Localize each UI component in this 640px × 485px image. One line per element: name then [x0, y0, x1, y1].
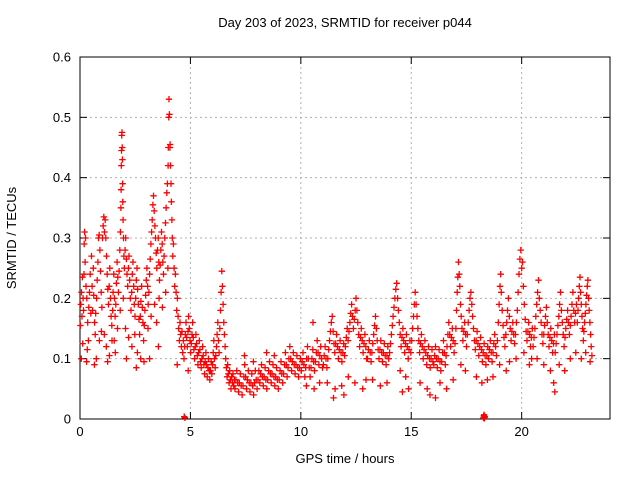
- y-tick-label: 0.6: [53, 50, 71, 65]
- y-tick-label: 0.4: [53, 170, 71, 185]
- x-tick-label: 10: [294, 424, 308, 439]
- x-tick-label: 5: [187, 424, 194, 439]
- y-axis-label: SRMTID / TECUs: [4, 186, 19, 289]
- y-tick-label: 0.2: [53, 291, 71, 306]
- x-tick-label: 20: [514, 424, 528, 439]
- y-tick-label: 0.3: [53, 231, 71, 246]
- x-axis-label: GPS time / hours: [296, 451, 395, 466]
- tick-labels: 0 5 10 15 20 0 0.1 0.2 0.3 0.4 0.5 0.6: [53, 50, 529, 440]
- chart-title: Day 203 of 2023, SRMTID for receiver p04…: [218, 15, 472, 30]
- x-tick-label: 0: [76, 424, 83, 439]
- y-tick-label: 0.5: [53, 110, 71, 125]
- data-point-markers: [77, 96, 596, 422]
- x-tick-label: 15: [404, 424, 418, 439]
- y-tick-label: 0.1: [53, 351, 71, 366]
- scatter-points: [77, 96, 596, 422]
- y-tick-label: 0: [64, 412, 71, 427]
